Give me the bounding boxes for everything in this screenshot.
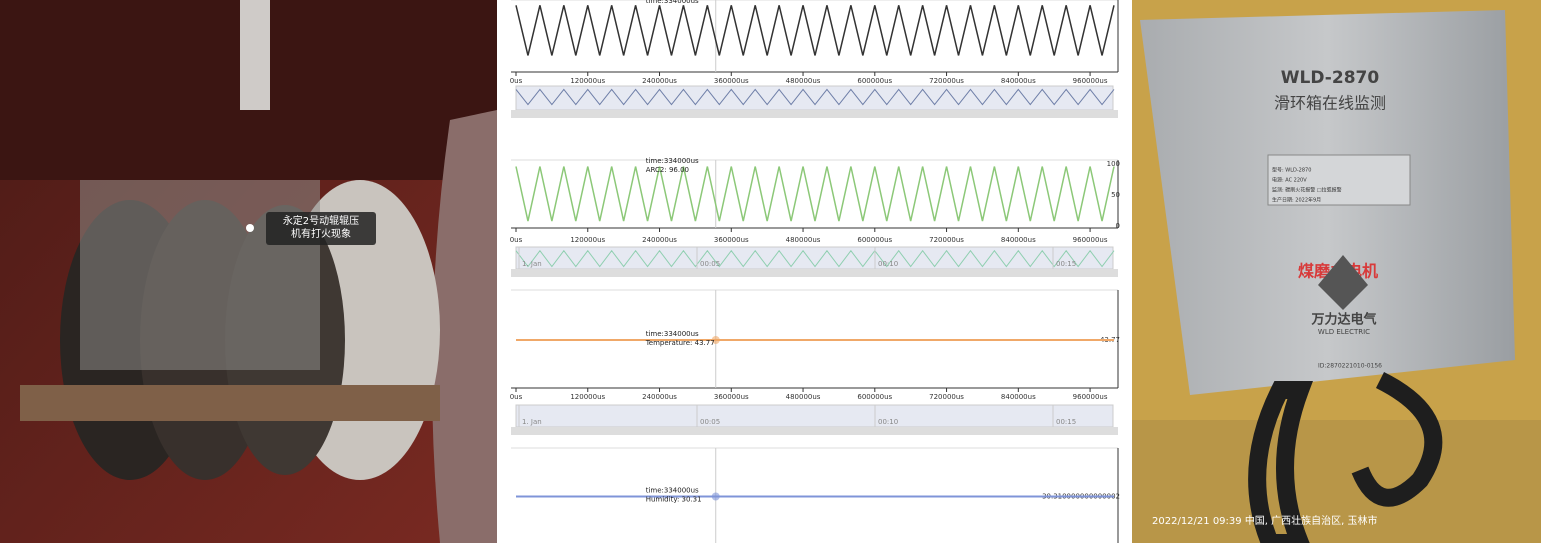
navigator-label: 00:15	[1056, 418, 1076, 426]
y-tick-label: 0	[1116, 222, 1120, 230]
x-tick-label: 720000us	[929, 236, 964, 244]
x-tick-label: 480000us	[786, 393, 821, 401]
x-tick-label: 600000us	[857, 393, 892, 401]
navigator-label: 00:05	[700, 260, 720, 268]
x-tick-label: 960000us	[1073, 236, 1108, 244]
x-tick-label: 480000us	[786, 77, 821, 85]
plate-line: 电源: AC 220V	[1272, 177, 1307, 184]
x-tick-label: 840000us	[1001, 236, 1036, 244]
brand: 万力达电气	[1310, 312, 1376, 328]
x-tick-label: 120000us	[570, 236, 605, 244]
x-tick-label: 360000us	[714, 77, 749, 85]
navigator-label: 00:05	[700, 418, 720, 426]
left-photo: 永定2号动辊辊压 机有打火现象	[0, 0, 497, 543]
tooltip-line: time:334000us	[646, 487, 699, 495]
x-tick-label: 240000us	[642, 236, 677, 244]
x-tick-label: 840000us	[1001, 77, 1036, 85]
x-tick-label: 360000us	[714, 393, 749, 401]
model: WLD-2870	[1281, 68, 1380, 88]
plate-line: 型号: WLD-2870	[1272, 167, 1311, 174]
hover-marker	[711, 492, 720, 501]
navigator-label: 00:15	[1056, 260, 1076, 268]
x-tick-label: 960000us	[1073, 77, 1108, 85]
x-tick-label: 960000us	[1073, 393, 1108, 401]
x-tick-label: 840000us	[1001, 393, 1036, 401]
x-tick-label: 720000us	[929, 393, 964, 401]
navigator	[515, 404, 1114, 428]
x-tick-label: 720000us	[929, 77, 964, 85]
tooltip-line: time:334000us	[646, 330, 699, 338]
timestamp: 2022/12/21 09:39 中国, 广西壮族自治区, 玉林市	[1152, 514, 1378, 527]
navigator-label: 00:10	[878, 418, 898, 426]
brand-en: WLD ELECTRIC	[1318, 328, 1370, 336]
scrollbar	[511, 269, 1118, 277]
plate-line: 监测: 碳刷火花报警 □拉弧报警	[1272, 187, 1342, 194]
x-tick-label: 360000us	[714, 236, 749, 244]
navigator	[515, 85, 1114, 111]
annotation: 永定2号动辊辊压	[283, 214, 359, 227]
navigator-series	[515, 249, 1115, 268]
device-id: ID:2870221010-0156	[1318, 363, 1382, 370]
series-line	[515, 166, 1115, 222]
plate-line: 生产日期: 2022年9月	[1272, 197, 1321, 204]
navigator-label: 00:10	[878, 260, 898, 268]
annotation: 机有打火现象	[291, 227, 351, 240]
y-tick-label: 100	[1107, 160, 1120, 168]
tooltip-line: ARC2: 96.00	[646, 166, 689, 174]
tooltip-line: Temperature: 43.77	[645, 339, 715, 347]
x-tick-label: 120000us	[570, 77, 605, 85]
x-tick-label: 240000us	[642, 393, 677, 401]
y-tick-label: 50	[1111, 191, 1120, 199]
scrollbar	[511, 110, 1118, 118]
x-tick-label: 0us	[510, 77, 523, 85]
tooltip-line: time:334000us	[646, 157, 699, 165]
tooltip-line: time:334000us	[646, 0, 699, 5]
x-tick-label: 0us	[510, 393, 523, 401]
x-tick-label: 120000us	[570, 393, 605, 401]
x-tick-label: 240000us	[642, 77, 677, 85]
hover-marker	[711, 336, 720, 344]
x-tick-label: 0us	[510, 236, 523, 244]
x-tick-label: 600000us	[857, 77, 892, 85]
charts: 0us 120000us 240000us 360000us 480000us 60000…	[497, 0, 1132, 543]
x-tick-label: 600000us	[857, 236, 892, 244]
scrollbar	[511, 427, 1118, 435]
tooltip-line: Humidity: 30.31	[646, 496, 702, 504]
navigator-label: 1. Jan	[522, 418, 542, 426]
navigator-series	[515, 88, 1115, 106]
right-photo: WLD-2870 滑环箱在线监测 型号: WLD-2870 电源: AC 220…	[1132, 0, 1541, 547]
series-line	[515, 5, 1115, 56]
x-tick-label: 480000us	[786, 236, 821, 244]
product: 滑环箱在线监测	[1274, 94, 1386, 113]
navigator-label: 1. Jan	[522, 260, 542, 268]
